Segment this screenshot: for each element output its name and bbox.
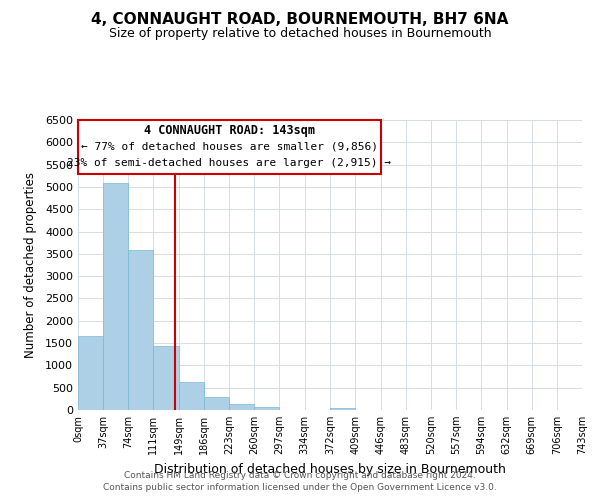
Bar xyxy=(153,346,179,410)
Bar xyxy=(254,408,280,410)
Text: Contains HM Land Registry data © Crown copyright and database right 2024.: Contains HM Land Registry data © Crown c… xyxy=(124,471,476,480)
Bar xyxy=(179,382,204,410)
FancyBboxPatch shape xyxy=(78,120,380,174)
Text: ← 77% of detached houses are smaller (9,856): ← 77% of detached houses are smaller (9,… xyxy=(81,142,378,152)
Text: 4 CONNAUGHT ROAD: 143sqm: 4 CONNAUGHT ROAD: 143sqm xyxy=(144,124,315,137)
Bar xyxy=(103,184,128,410)
X-axis label: Distribution of detached houses by size in Bournemouth: Distribution of detached houses by size … xyxy=(154,462,506,475)
Text: 23% of semi-detached houses are larger (2,915) →: 23% of semi-detached houses are larger (… xyxy=(67,158,391,168)
Text: Contains public sector information licensed under the Open Government Licence v3: Contains public sector information licen… xyxy=(103,484,497,492)
Bar xyxy=(331,408,355,410)
Y-axis label: Number of detached properties: Number of detached properties xyxy=(23,172,37,358)
Text: 4, CONNAUGHT ROAD, BOURNEMOUTH, BH7 6NA: 4, CONNAUGHT ROAD, BOURNEMOUTH, BH7 6NA xyxy=(91,12,509,28)
Bar xyxy=(229,404,254,410)
Bar xyxy=(204,396,229,410)
Bar xyxy=(78,336,103,410)
Bar xyxy=(128,250,153,410)
Text: Size of property relative to detached houses in Bournemouth: Size of property relative to detached ho… xyxy=(109,28,491,40)
